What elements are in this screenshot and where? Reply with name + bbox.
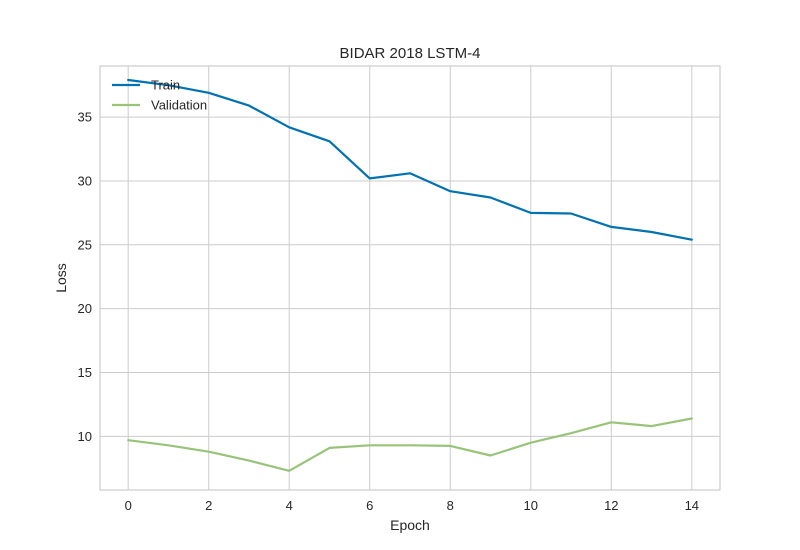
x-tick-label: 6 — [366, 498, 373, 513]
plot-frame — [99, 65, 721, 491]
legend: Train Validation — [112, 78, 207, 113]
tick-labels: 0 2 4 6 8 10 12 14 10 15 20 25 30 35 — [78, 110, 700, 513]
series-lines — [127, 78, 693, 472]
y-tick-label: 10 — [78, 429, 92, 444]
y-tick-label: 25 — [78, 237, 92, 252]
chart-title: BIDAR 2018 LSTM-4 — [340, 45, 481, 62]
series-line-validation — [127, 417, 693, 472]
x-tick-label: 12 — [604, 498, 618, 513]
legend-label-train: Train — [151, 78, 180, 93]
y-tick-label: 30 — [78, 173, 92, 188]
x-axis-label: Epoch — [390, 517, 430, 533]
y-tick-label: 35 — [78, 110, 92, 125]
x-tick-label: 0 — [125, 498, 132, 513]
legend-label-validation: Validation — [151, 98, 207, 113]
series-line-train — [127, 78, 693, 241]
grid — [100, 66, 720, 490]
y-tick-label: 20 — [78, 301, 92, 316]
x-tick-label: 14 — [685, 498, 699, 513]
y-axis-label: Loss — [53, 263, 69, 293]
x-tick-label: 2 — [205, 498, 212, 513]
x-tick-label: 8 — [447, 498, 454, 513]
y-tick-label: 15 — [78, 365, 92, 380]
x-tick-label: 10 — [524, 498, 538, 513]
x-tick-label: 4 — [286, 498, 293, 513]
